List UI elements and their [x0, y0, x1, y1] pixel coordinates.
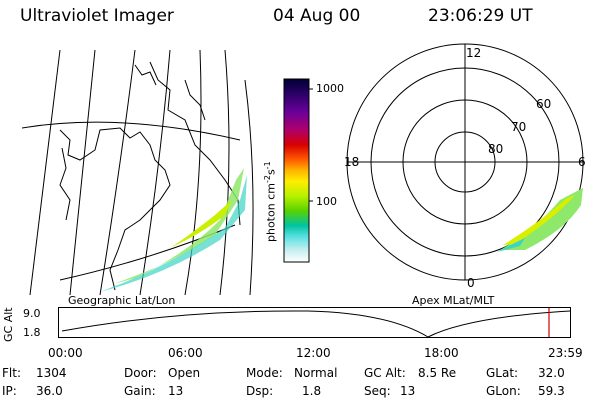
aurora-emission — [100, 168, 247, 292]
orbit-altitude-curve — [61, 310, 571, 338]
time-label: 23:06:29 UT — [428, 6, 533, 26]
ip-value: 36.0 — [36, 384, 63, 398]
timeline-plot — [58, 307, 571, 338]
gcalt-label: GC Alt: — [364, 366, 406, 380]
geographic-map — [22, 50, 254, 295]
mlt-12-label: 12 — [466, 46, 482, 60]
glon-label: GLon: — [486, 384, 521, 398]
parallel-line — [22, 121, 241, 141]
lat-60-label: 60 — [536, 97, 552, 111]
timeline-xtick: 18:00 — [424, 346, 459, 360]
meridian-line — [29, 50, 61, 295]
gain-label: Gain: — [124, 384, 156, 398]
mlt-18-label: 18 — [344, 155, 360, 169]
meridian-line — [184, 50, 202, 295]
glat-value: 32.0 — [538, 366, 565, 380]
timeline-xtick: 00:00 — [48, 346, 83, 360]
geo-panel-label: Geographic Lat/Lon — [68, 294, 176, 307]
timeline-xtick: 06:00 — [168, 346, 203, 360]
glon-value: 59.3 — [538, 384, 565, 398]
meridian-line — [244, 79, 254, 295]
polar-plot — [346, 43, 584, 281]
dsp-label: Dsp: — [246, 384, 274, 398]
glat-label: GLat: — [486, 366, 519, 380]
timeline-ylabel: GC Alt — [2, 307, 15, 342]
timeline-ytick-top: 9.0 — [23, 307, 41, 320]
timeline-ytick-bottom: 1.8 — [23, 326, 41, 339]
flt-value: 1304 — [36, 366, 67, 380]
door-value: Open — [168, 366, 201, 380]
coastline — [149, 61, 241, 226]
coastline — [134, 64, 157, 86]
polar-panel-label: Apex MLat/MLT — [412, 294, 495, 307]
flt-label: Flt: — [2, 366, 21, 380]
colorbar-label: photon cm-2s-1 — [263, 161, 278, 242]
date-label: 04 Aug 00 — [273, 6, 361, 26]
mode-value: Normal — [294, 366, 338, 380]
polar-aurora — [497, 188, 583, 252]
door-label: Door: — [124, 366, 157, 380]
meridian-line — [69, 50, 96, 295]
seq-value: 13 — [400, 384, 416, 398]
timeline-xtick: 23:59 — [548, 346, 583, 360]
dsp-value: 1.8 — [302, 384, 322, 398]
colorbar — [283, 78, 313, 263]
mode-label: Mode: — [246, 366, 283, 380]
coastline — [59, 147, 71, 221]
meridian-line — [219, 50, 230, 295]
lat-70-label: 70 — [511, 120, 527, 134]
coastline — [184, 79, 206, 121]
mlt-6-label: 6 — [578, 155, 586, 169]
seq-label: Seq: — [364, 384, 391, 398]
colorbar-tick-1000: 1000 — [316, 82, 344, 95]
instrument-title: Ultraviolet Imager — [20, 6, 174, 26]
gain-value: 13 — [168, 384, 184, 398]
mlt-0-label: 0 — [467, 276, 475, 290]
coastline — [59, 127, 171, 291]
lat-80-label: 80 — [488, 142, 504, 156]
meridian-line — [139, 50, 171, 295]
colorbar-tick-100: 100 — [316, 195, 337, 208]
timeline-xtick: 12:00 — [296, 346, 331, 360]
gcalt-value: 8.5 Re — [418, 366, 457, 380]
ip-label: IP: — [2, 384, 17, 398]
meridian-line — [99, 50, 136, 295]
